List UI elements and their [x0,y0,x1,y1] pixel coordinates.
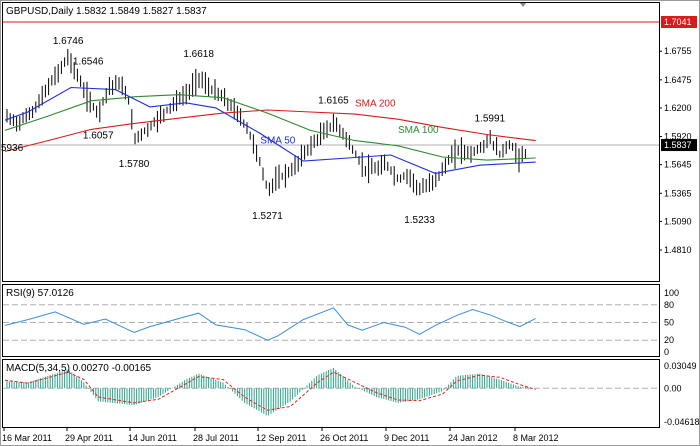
chart-shift-marker-icon[interactable] [520,3,526,7]
price-panel [2,2,660,282]
swing-label: 1.6746 [53,36,84,47]
date-tick-label: 29 Apr 2011 [65,433,113,443]
date-axis: 16 Mar 2011 29 Apr 2011 14 Jun 2011 28 Jul … [2,427,559,443]
date-tick-label: 16 Mar 2011 [2,433,52,443]
high-price-marker [661,16,697,28]
rsi-line [4,307,536,341]
sma-100-line [4,94,536,161]
swing-label: 1.5271 [252,211,283,222]
sma-50-label: SMA 50 [260,136,295,147]
macd-axis: 0.03049 0.00 -0.04618 [664,361,700,427]
date-tick-label: 9 Dec 2011 [384,433,429,443]
swing-label: 1.6618 [183,49,214,60]
swing-label: 1.5991 [475,113,506,124]
swing-label: 1.6546 [73,57,104,68]
date-tick-label: 12 Sep 2011 [256,433,306,443]
rsi-panel [2,284,660,357]
macd-tick-label: 0.00 [664,383,682,393]
sma-50-line [4,86,536,174]
rsi-tick-label: 100 [664,288,679,298]
swing-label: 1.6165 [318,96,349,107]
macd-title: MACD(5,34,5) 0.00270 -0.00165 [6,363,152,374]
macd-tick-label: -0.04618 [664,417,700,427]
date-tick-label: 28 Jul 2011 [193,433,239,443]
price-tick-label: 1.5090 [664,216,692,226]
swing-label: 1.5233 [404,215,435,226]
high-price-label: 1.7041 [664,17,692,27]
last-price-label: 1.5837 [664,140,692,150]
chart-title: GBPUSD,Daily 1.5832 1.5849 1.5827 1.5837 [6,6,207,17]
price-tick-label: 1.4810 [664,245,692,255]
rsi-tick-label: 80 [664,300,674,310]
sma-100-label: SMA 100 [398,125,439,136]
swing-label: 1.5780 [119,159,150,170]
price-tick-label: 1.5365 [664,188,692,198]
price-tick-label: 1.6475 [664,75,692,85]
sma-200-label: SMA 200 [355,98,396,109]
macd-tick-label: 0.03049 [664,361,697,371]
date-tick-label: 8 Mar 2012 [513,433,559,443]
swing-label: 1.6057 [83,131,114,142]
price-tick-label: 1.6755 [664,46,692,56]
rsi-title: RSI(9) 57.0126 [6,288,74,299]
last-price-marker [661,139,697,152]
price-tick-label: 1.6200 [664,103,692,113]
date-tick-label: 24 Jan 2012 [448,433,498,443]
price-tick-label: 1.5645 [664,160,692,170]
ohlc-bars [6,48,526,196]
sma-200-line [4,109,536,152]
price-axis: 1.6755 1.6475 1.6200 1.5920 1.5645 1.5365 1.50… [659,46,692,255]
rsi-tick-label: 0 [664,347,669,357]
date-tick-label: 26 Oct 2011 [320,433,368,443]
price-tick-label: 1.5920 [664,132,692,142]
date-tick-label: 14 Jun 2011 [128,433,177,443]
swing-label: 1.5936 [0,143,24,154]
rsi-tick-label: 20 [664,335,674,345]
rsi-axis: 100 80 50 20 0 [664,288,679,357]
rsi-tick-label: 50 [664,318,674,328]
